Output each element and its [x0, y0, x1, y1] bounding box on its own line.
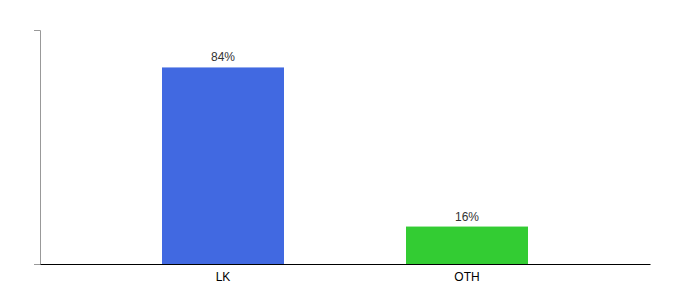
y-axis [34, 31, 41, 265]
bar [406, 227, 528, 264]
data-label: 16% [455, 210, 479, 224]
x-axis: LK OTH [41, 265, 651, 284]
data-label: 84% [211, 50, 235, 64]
bar [162, 67, 284, 264]
data-labels: 84% 16% [211, 50, 479, 223]
x-tick-label: LK [216, 270, 231, 284]
chart-svg: LK OTH 84% 16% [0, 0, 680, 300]
x-tick: LK [216, 270, 231, 284]
y-axis-line [34, 31, 41, 265]
chart-container: LK OTH 84% 16% [0, 0, 680, 300]
x-tick: OTH [454, 270, 479, 284]
x-axis-line [41, 264, 651, 265]
plot-area: LK OTH 84% 16% [34, 31, 651, 284]
x-tick-label: OTH [454, 270, 479, 284]
bars [162, 67, 528, 264]
